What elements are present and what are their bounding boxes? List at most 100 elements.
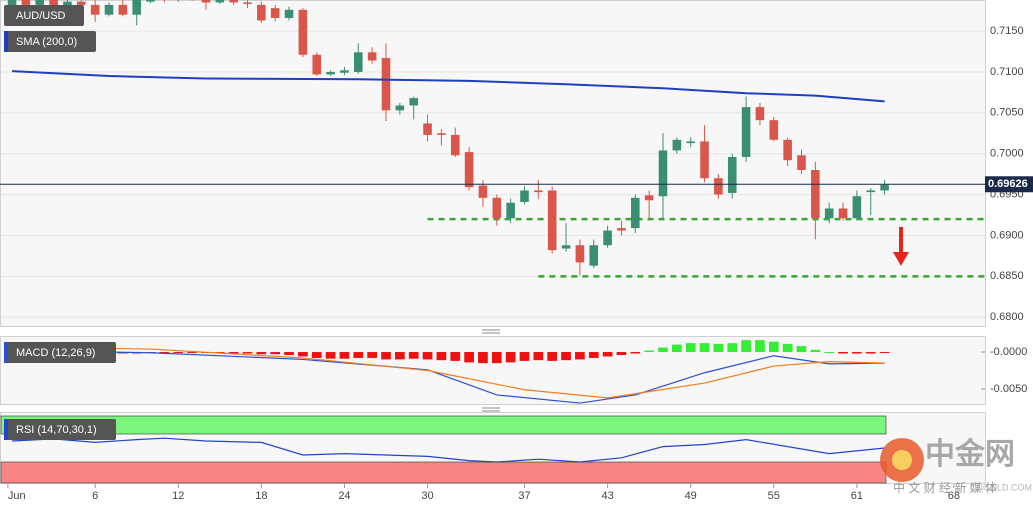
histogram-bar [450, 352, 461, 361]
histogram-bar [547, 352, 558, 361]
histogram-bar [464, 352, 474, 363]
candle-body [478, 185, 488, 198]
macd-title: MACD (12,26,9) [16, 347, 95, 359]
histogram-bar [519, 352, 530, 361]
candle-body [589, 245, 599, 266]
x-tick-label: 37 [518, 490, 530, 502]
candle-body [686, 141, 695, 144]
resize-handle[interactable] [482, 329, 500, 334]
histogram-bar [588, 352, 599, 358]
candle-body [464, 152, 474, 188]
watermark: 中金网 CNGOLD.COM 中 文 财 经 新 媒 体 [880, 437, 1032, 495]
y-tick-label: -0.0050 [990, 383, 1027, 395]
histogram-bar [408, 352, 419, 359]
histogram-bar [270, 352, 281, 355]
histogram-bar [838, 352, 848, 354]
candle-body [561, 245, 571, 249]
histogram-bar [381, 352, 391, 360]
histogram-bar [159, 352, 170, 354]
histogram-bar [505, 352, 516, 363]
candle-body [63, 1, 72, 7]
down-arrow [893, 227, 909, 266]
resize-handle[interactable] [482, 407, 500, 412]
candle-body [617, 228, 626, 231]
candle-body [381, 58, 391, 111]
last-price-box [985, 176, 1033, 193]
histogram-bar [478, 352, 488, 364]
candle-body [783, 139, 792, 161]
candle-body [132, 0, 141, 15]
candle-body [672, 139, 682, 151]
y-tick-label: 0.6800 [990, 311, 1024, 323]
candle-body [326, 71, 335, 75]
legend-macd[interactable]: MACD (12,26,9) [4, 342, 116, 363]
candle-body [797, 155, 806, 171]
histogram-bar [187, 352, 197, 354]
candle-body [880, 184, 889, 191]
sma-label: SMA (200,0) [16, 36, 77, 48]
oversold-band [0, 461, 887, 484]
histogram-bar [658, 347, 668, 353]
price-panel [0, 0, 986, 327]
histogram-bar [353, 352, 364, 358]
x-tick-label: 68 [948, 490, 960, 502]
histogram-bar [727, 343, 738, 353]
candle-body [575, 245, 585, 263]
candle-body [229, 0, 238, 3]
histogram-bar [284, 352, 294, 355]
candle-body [866, 190, 876, 193]
legend-price[interactable]: AUD/USD [4, 5, 84, 26]
candle-body [423, 123, 432, 135]
macd-panel [0, 336, 986, 405]
histogram-bar [865, 352, 876, 354]
candle-body [298, 9, 308, 55]
x-tick-label: 12 [172, 490, 184, 502]
candle-body [769, 120, 779, 140]
watermark-tagline: 中 文 财 经 新 媒 体 [893, 480, 997, 495]
candle-body [7, 0, 17, 7]
x-tick-label: 30 [421, 490, 433, 502]
histogram-bar [644, 350, 654, 353]
candle-body [450, 134, 460, 156]
histogram-bar [367, 352, 377, 358]
candle-body [118, 4, 128, 15]
histogram-bar [575, 352, 585, 360]
x-tick-label: 49 [685, 490, 697, 502]
x-tick-label: 61 [851, 490, 863, 502]
candle-body [243, 2, 252, 4]
histogram-bar [242, 352, 253, 354]
histogram-bar [755, 340, 765, 353]
histogram-bar [685, 343, 696, 353]
candle-body [727, 156, 737, 193]
candle-body [700, 141, 709, 179]
candle-body [284, 9, 294, 18]
histogram-bar [768, 341, 779, 353]
candle-body [215, 0, 225, 3]
candle-body [492, 197, 502, 219]
price-title: AUD/USD [16, 10, 66, 22]
candle-body [354, 52, 363, 72]
y-tick-label: 0.7050 [990, 107, 1024, 119]
watermark-url: CNGOLD.COM [970, 482, 1032, 492]
histogram-bar [879, 352, 890, 354]
candle-body [437, 133, 446, 135]
histogram-bar [616, 352, 627, 355]
histogram-bar [256, 352, 267, 355]
histogram-bar [810, 349, 821, 353]
x-tick-label: 43 [601, 490, 613, 502]
legend-rsi[interactable]: RSI (14,70,30,1) [4, 419, 116, 440]
candle-body [520, 190, 529, 202]
rsi-title: RSI (14,70,30,1) [16, 424, 97, 436]
legend-sma[interactable]: SMA (200,0) [4, 31, 96, 52]
histogram-bar [561, 352, 571, 361]
candle-body [367, 52, 377, 61]
x-tick-label: 55 [768, 490, 780, 502]
y-tick-label: 0.6900 [990, 229, 1024, 241]
histogram-bar [602, 352, 613, 357]
y-tick-label: 0.7000 [990, 148, 1024, 160]
histogram-bar [311, 352, 322, 358]
histogram-bar [852, 352, 862, 354]
candle-body [852, 196, 862, 219]
candle-body [146, 0, 155, 2]
